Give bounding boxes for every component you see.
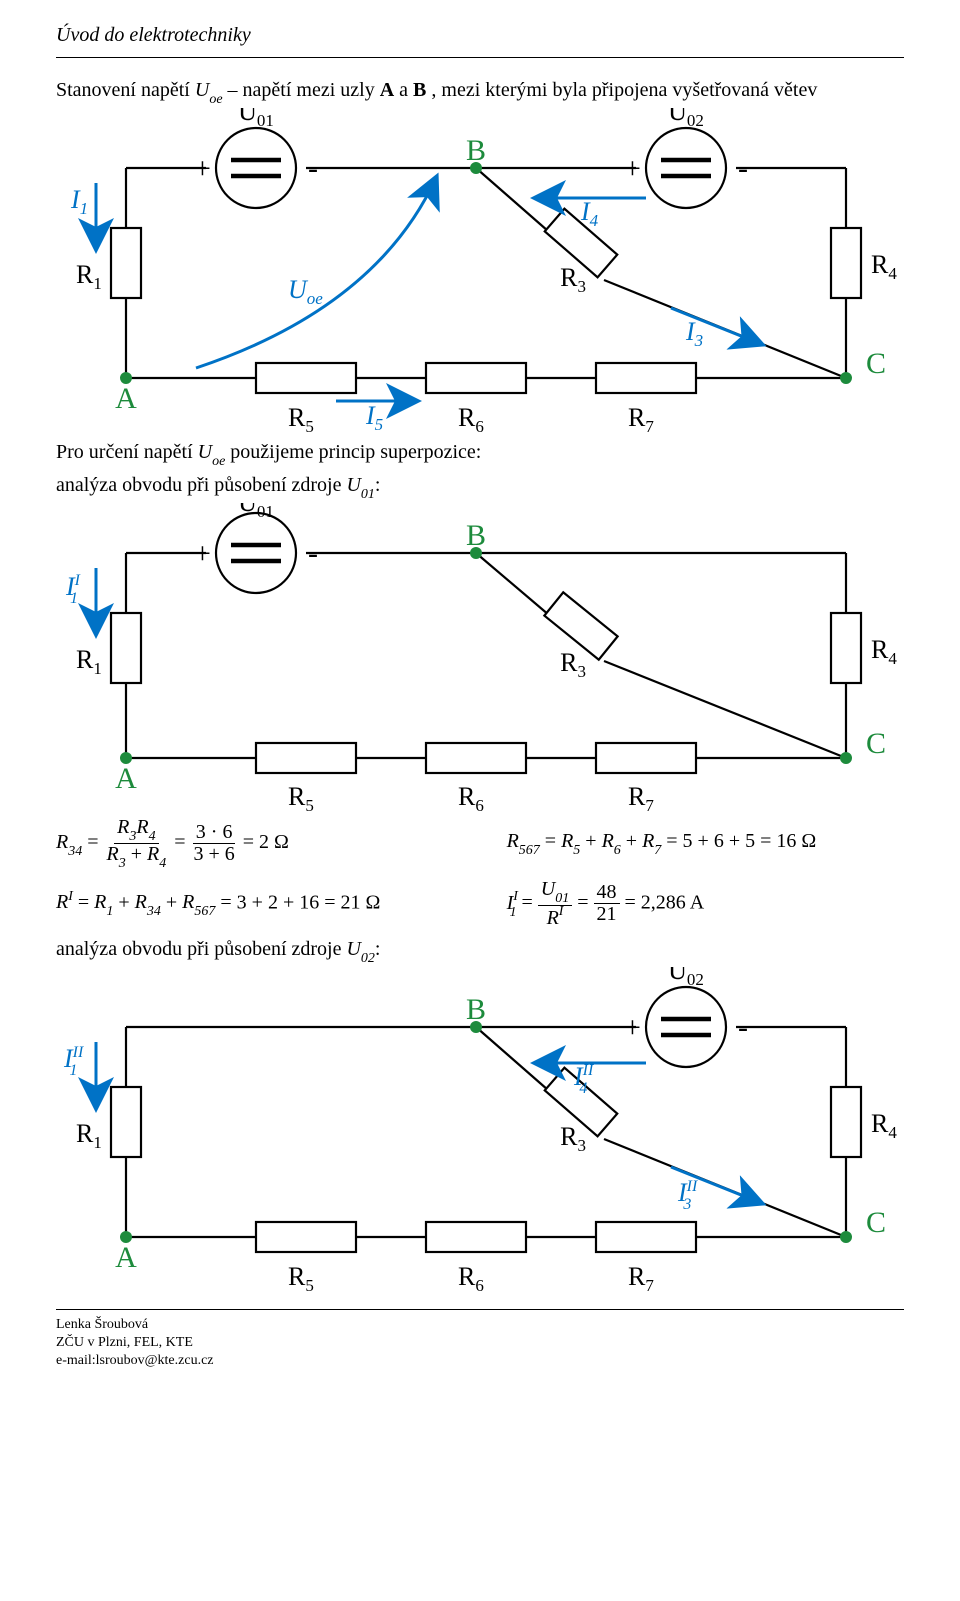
equation-I1I: II1 = U01 RI = 48 21 = 2,286 A bbox=[507, 879, 904, 928]
c2-minus: - bbox=[308, 537, 318, 570]
c1-node-C: C bbox=[866, 347, 886, 380]
footer-rule bbox=[56, 1309, 904, 1310]
page: Úvod do elektrotechniky Stanovení napětí… bbox=[0, 0, 960, 1394]
c1-U01-label: U01 bbox=[238, 108, 274, 130]
p2-suffix: použijeme princip superpozice: bbox=[230, 441, 481, 463]
p1-mid: – napětí mezi uzly bbox=[228, 79, 380, 101]
c2-R3: R3 bbox=[560, 648, 586, 681]
p1-B: B bbox=[413, 79, 426, 101]
footer-line-2: ZČU v Plzni, FEL, KTE bbox=[56, 1334, 904, 1352]
c3-node-C: C bbox=[866, 1206, 886, 1239]
footer-line-3: e-mail:lsroubov@kte.zcu.cz bbox=[56, 1352, 904, 1370]
c3-R6: R6 bbox=[458, 1262, 484, 1295]
c3-U02-label: U02 bbox=[668, 967, 704, 989]
c1-I4: I4 bbox=[580, 197, 599, 230]
c2-plus: + bbox=[194, 537, 211, 570]
circuit-1: U01 U02 + - + - B A C I1 I4 I3 I5 Uoe R1… bbox=[56, 108, 904, 438]
paragraph-analyza-U02: analýza obvodu při působení zdroje U02: bbox=[56, 935, 904, 967]
c1-minus-1: - bbox=[308, 152, 318, 185]
header-rule bbox=[56, 57, 904, 58]
p1-suffix: , mezi kterými byla připojena vyšetřovan… bbox=[431, 79, 817, 101]
p4-var: U02 bbox=[346, 938, 374, 960]
circuit-2: U01 + - B A C II1 R1 R3 R4 R5 R6 R7 bbox=[56, 503, 904, 813]
paragraph-superpozice: Pro určení napětí Uoe použijeme princip … bbox=[56, 438, 904, 470]
c2-node-B: B bbox=[466, 519, 486, 552]
footer-line-1: Lenka Šroubová bbox=[56, 1316, 904, 1334]
c2-R7: R7 bbox=[628, 782, 654, 813]
paragraph-stanoveni: Stanovení napětí Uoe – napětí mezi uzly … bbox=[56, 76, 904, 108]
c1-R3: R3 bbox=[560, 263, 586, 296]
p3-var: U01 bbox=[346, 474, 374, 496]
c1-R6: R6 bbox=[458, 403, 484, 436]
c3-R4: R4 bbox=[871, 1109, 897, 1142]
page-footer: Lenka Šroubová ZČU v Plzni, FEL, KTE e-m… bbox=[56, 1314, 904, 1371]
p1-prefix: Stanovení napětí bbox=[56, 79, 195, 101]
c1-U02-label: U02 bbox=[668, 108, 704, 130]
paragraph-analyza-U01: analýza obvodu při působení zdroje U01: bbox=[56, 471, 904, 503]
c1-plus-2: + bbox=[624, 152, 641, 185]
c3-R1: R1 bbox=[76, 1119, 102, 1152]
c3-R7: R7 bbox=[628, 1262, 654, 1295]
c2-R6: R6 bbox=[458, 782, 484, 813]
circuit-3: U02 + - B A C III1 III4 III3 R1 R3 R4 R5… bbox=[56, 967, 904, 1297]
p3-colon: : bbox=[375, 474, 381, 496]
c2-R1: R1 bbox=[76, 645, 102, 678]
equation-row-2: RI = R1 + R34 + R567 = 3 + 2 + 16 = 21 Ω… bbox=[56, 879, 904, 928]
equation-row-1: R34 = R3R4 R3 + R4 = 3 · 6 3 + 6 = 2 Ω R… bbox=[56, 817, 904, 869]
c1-node-B: B bbox=[466, 134, 486, 167]
c1-I3: I3 bbox=[685, 317, 703, 350]
p4-colon: : bbox=[375, 938, 381, 960]
p1-A: A bbox=[380, 79, 394, 101]
c1-I1: I1 bbox=[70, 185, 88, 218]
c3-I1: III1 bbox=[63, 1044, 84, 1079]
p1-and: a bbox=[399, 79, 413, 101]
p2-prefix: Pro určení napětí bbox=[56, 441, 198, 463]
c1-Uoe: Uoe bbox=[288, 275, 323, 308]
c1-node-A: A bbox=[115, 382, 137, 415]
equation-R567: R567 = R5 + R6 + R7 = 5 + 6 + 5 = 16 Ω bbox=[507, 830, 904, 857]
c3-I3: III3 bbox=[677, 1178, 698, 1213]
c1-plus-1: + bbox=[194, 152, 211, 185]
c3-node-B: B bbox=[466, 993, 486, 1026]
c1-minus-2: - bbox=[738, 152, 748, 185]
c2-node-A: A bbox=[115, 762, 137, 795]
c3-R3: R3 bbox=[560, 1122, 586, 1155]
p3-text: analýza obvodu při působení zdroje bbox=[56, 474, 346, 496]
equation-RI: RI = R1 + R34 + R567 = 3 + 2 + 16 = 21 Ω bbox=[56, 890, 487, 919]
c3-node-A: A bbox=[115, 1241, 137, 1274]
equation-R34: R34 = R3R4 R3 + R4 = 3 · 6 3 + 6 = 2 Ω bbox=[56, 817, 487, 869]
c1-R7: R7 bbox=[628, 403, 654, 436]
c2-I1: II1 bbox=[65, 572, 81, 607]
c1-I5: I5 bbox=[365, 401, 383, 434]
c1-R4: R4 bbox=[871, 250, 897, 283]
c2-node-C: C bbox=[866, 727, 886, 760]
page-header-title: Úvod do elektrotechniky bbox=[56, 24, 904, 53]
c3-plus: + bbox=[624, 1011, 641, 1044]
p4-text: analýza obvodu při působení zdroje bbox=[56, 938, 346, 960]
c3-R5: R5 bbox=[288, 1262, 314, 1295]
c2-R5: R5 bbox=[288, 782, 314, 813]
c1-R5: R5 bbox=[288, 403, 314, 436]
c2-R4: R4 bbox=[871, 635, 897, 668]
p1-Uoe: Uoe bbox=[195, 79, 223, 101]
p2-Uoe: Uoe bbox=[198, 441, 226, 463]
c1-R1: R1 bbox=[76, 260, 102, 293]
c3-minus: - bbox=[738, 1011, 748, 1044]
